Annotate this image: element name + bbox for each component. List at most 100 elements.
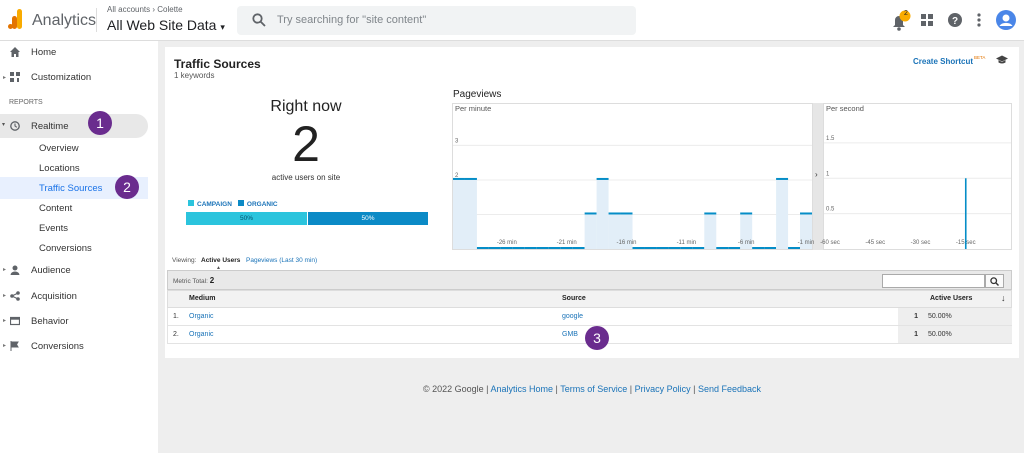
notification-count: 2 — [904, 10, 908, 17]
source-link[interactable]: GMB — [562, 331, 578, 338]
sub-nav-item-active[interactable]: Traffic Sources — [39, 183, 103, 194]
sub-nav-item[interactable]: Locations — [39, 163, 80, 174]
table-toolbar — [167, 270, 1012, 290]
account-root[interactable]: All accounts — [107, 5, 151, 14]
sub-nav-item[interactable]: Content — [39, 203, 73, 214]
search-icon — [990, 277, 999, 286]
active-users-caption: active users on site — [271, 173, 341, 182]
report-subtitle: 1 keywords — [174, 71, 215, 80]
callout: 2 — [115, 175, 139, 199]
realtime-icon — [10, 121, 20, 131]
share-bar: 50% 50% — [186, 212, 428, 225]
create-shortcut[interactable]: Create Shortcut — [913, 57, 974, 66]
nav-item[interactable]: Customization — [31, 72, 92, 83]
nav-item[interactable]: Audience — [31, 265, 71, 276]
sub-nav-item[interactable]: Conversions — [39, 243, 92, 254]
viewing-label: Viewing: — [172, 257, 197, 264]
share-label: 50% — [361, 215, 375, 222]
property-selector[interactable]: All Web Site Data ▾ — [107, 17, 225, 33]
chart-splitter[interactable] — [813, 103, 823, 250]
column-header[interactable]: Active Users — [930, 295, 973, 302]
expand-arrow: ▸ — [3, 293, 7, 299]
footer-link[interactable]: Terms of Service — [560, 384, 628, 394]
active-users-count: 2 — [292, 116, 320, 172]
share-label: 50% — [239, 215, 253, 222]
svg-text:?: ? — [952, 16, 958, 27]
avatar[interactable] — [996, 10, 1016, 30]
sub-nav-item[interactable]: Events — [39, 223, 69, 234]
column-header[interactable]: Source — [562, 295, 586, 302]
logo — [8, 9, 22, 29]
metric-total-value: 2 — [209, 276, 215, 285]
nav-item[interactable]: Behavior — [31, 316, 69, 327]
report-title: Traffic Sources — [174, 57, 261, 71]
segment-legend: CAMPAIGN ORGANIC — [188, 200, 278, 208]
pageviews-title: Pageviews — [453, 89, 502, 100]
nav-highlight — [0, 114, 148, 138]
section-label: REPORTS — [9, 99, 43, 106]
account-name[interactable]: Colette — [157, 5, 183, 14]
help-icon[interactable]: ? — [948, 13, 962, 27]
beta-badge: BETA — [974, 55, 986, 60]
product-name: Analytics — [32, 12, 97, 29]
metric-total-label: Metric Total: — [173, 278, 208, 285]
audience-icon — [10, 265, 20, 275]
nav-item[interactable]: Acquisition — [31, 291, 77, 302]
tab[interactable]: Pageviews (Last 30 min) — [246, 257, 318, 264]
nav-item[interactable]: Conversions — [31, 341, 84, 352]
nav-item[interactable]: Home — [31, 47, 57, 58]
column-header[interactable]: Medium — [189, 295, 216, 302]
nav-selected — [0, 177, 148, 199]
share-segment: 50% — [307, 212, 428, 225]
table-search[interactable] — [882, 274, 985, 288]
chart-frame — [823, 103, 1012, 250]
education-icon[interactable] — [996, 55, 1008, 65]
footer-link[interactable]: Analytics Home — [490, 384, 554, 394]
conversions-icon — [10, 341, 19, 351]
active-users: 1 — [914, 331, 918, 338]
active-users-share: 50.00% — [928, 313, 952, 320]
account-path[interactable]: All accounts › Colette — [107, 5, 183, 14]
acquisition-icon — [10, 291, 20, 301]
search-placeholder: Try searching for "site content" — [277, 14, 427, 26]
nav-item[interactable]: Realtime — [31, 121, 69, 132]
footer: © 2022 Google | Analytics Home | Terms o… — [422, 384, 762, 394]
customization-icon — [10, 72, 20, 82]
row-shade — [898, 326, 1012, 343]
table-row — [167, 308, 1012, 326]
metric-total: Metric Total: 2 — [173, 276, 214, 285]
tab-active[interactable]: Active Users — [201, 257, 241, 264]
chart-title: Per second — [826, 104, 864, 113]
active-users: 1 — [914, 313, 918, 320]
search-icon — [252, 13, 266, 27]
row-shade — [898, 308, 1012, 325]
chart-frame — [452, 103, 813, 250]
medium-link[interactable]: Organic — [189, 331, 214, 338]
share-segment: 50% — [186, 212, 307, 225]
table-search-button[interactable] — [985, 274, 1004, 288]
source-link[interactable]: google — [562, 313, 584, 320]
legend-label: ORGANIC — [246, 201, 278, 208]
search-box[interactable] — [237, 6, 636, 35]
behavior-icon — [10, 316, 20, 326]
notifications-icon[interactable] — [890, 10, 914, 32]
sub-nav-item[interactable]: Overview — [39, 143, 79, 154]
medium-link[interactable]: Organic — [189, 313, 214, 320]
active-users-share: 50.00% — [928, 331, 952, 338]
row-index: 2. — [173, 331, 179, 338]
more-icon[interactable] — [977, 13, 981, 27]
legend-swatch — [188, 200, 194, 206]
property-name[interactable]: All Web Site Data — [107, 17, 217, 33]
home-icon — [10, 47, 20, 57]
footer-link[interactable]: Send Feedback — [697, 384, 762, 394]
row-index: 1. — [173, 313, 179, 320]
expand-arrow: ▸ — [3, 267, 7, 273]
footer-link[interactable]: Privacy Policy — [634, 384, 691, 394]
chart-title: Per minute — [455, 104, 492, 113]
expand-arrow: ▸ — [3, 318, 7, 324]
splitter-arrow: › — [815, 170, 818, 179]
divider — [96, 8, 97, 32]
legend-swatch — [237, 200, 244, 206]
apps-icon[interactable] — [921, 14, 933, 26]
